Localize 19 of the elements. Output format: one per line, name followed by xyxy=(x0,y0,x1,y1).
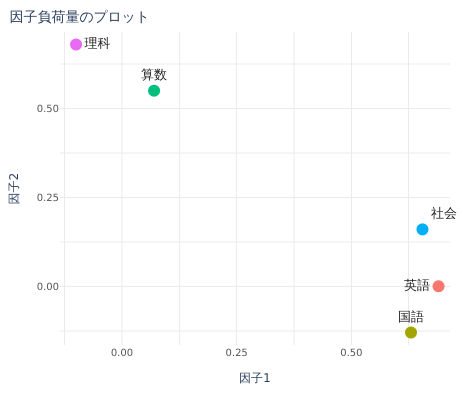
x-tick-label: 0.25 xyxy=(226,348,248,359)
point xyxy=(405,326,417,339)
x-tick-label: 0.50 xyxy=(340,348,362,359)
y-axis-title: 因子2 xyxy=(7,172,22,204)
series-label: 社会 xyxy=(430,206,457,222)
point xyxy=(70,38,82,50)
series-label: 英語 xyxy=(404,278,430,294)
series-label: 算数 xyxy=(141,68,168,83)
chart-title: 因子負荷量のプロット xyxy=(9,10,150,26)
y-tick-label: 0.00 xyxy=(36,282,59,293)
point xyxy=(416,223,428,236)
point xyxy=(148,84,160,97)
point xyxy=(432,280,445,292)
x-tick-label: 0.00 xyxy=(110,348,134,359)
x-axis-title: 因子1 xyxy=(239,370,271,385)
series-label: 国語 xyxy=(398,310,424,325)
series-label: 理科 xyxy=(84,36,111,52)
y-tick-label: 0.50 xyxy=(36,104,59,115)
y-tick-label: 0.25 xyxy=(36,192,59,204)
